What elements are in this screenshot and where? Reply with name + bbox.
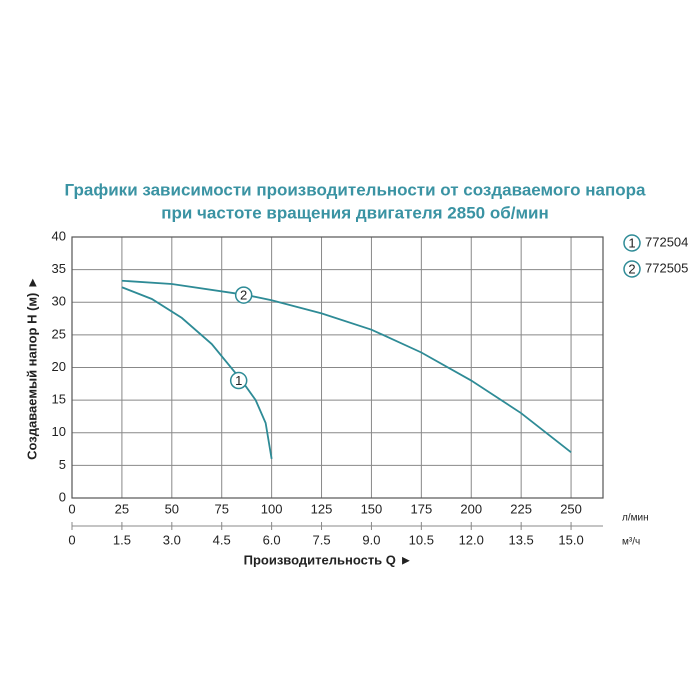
y-tick-label: 20 — [52, 359, 66, 374]
y-tick-label: 30 — [52, 294, 66, 309]
x-axis-label: Производительность Q ► — [244, 552, 413, 567]
x-tick-label: 150 — [361, 501, 383, 516]
x2-tick-label: 12.0 — [459, 532, 484, 547]
x2-tick-label: 4.5 — [213, 532, 231, 547]
x-tick-label: 50 — [165, 501, 179, 516]
y-tick-label: 35 — [52, 261, 66, 276]
x-tick-label: 0 — [68, 501, 75, 516]
x2-tick-label: 1.5 — [113, 532, 131, 547]
x-tick-label: 250 — [560, 501, 582, 516]
x-unit: л/мин — [622, 513, 649, 524]
x2-tick-label: 6.0 — [263, 532, 281, 547]
y-tick-label: 10 — [52, 424, 66, 439]
curve — [121, 279, 572, 454]
x2-tick-label: 7.5 — [312, 532, 330, 547]
series-badge-label: 1 — [235, 373, 242, 388]
y-tick-label: 5 — [59, 457, 66, 472]
legend-label: 772504 — [645, 234, 688, 249]
x2-tick-label: 10.5 — [409, 532, 434, 547]
y-axis-label: Создаваемый напор H (м) ► — [24, 276, 39, 460]
y-tick-label: 15 — [52, 392, 66, 407]
y-tick-label: 25 — [52, 326, 66, 341]
legend-label: 772505 — [645, 260, 688, 275]
x-tick-label: 25 — [115, 501, 129, 516]
series-badge-label: 2 — [240, 288, 247, 303]
series-badge — [623, 260, 641, 278]
y-tick-label: 0 — [59, 489, 66, 504]
x2-tick-label: 3.0 — [163, 532, 181, 547]
x-tick-label: 125 — [311, 501, 333, 516]
x2-tick-label: 15.0 — [558, 532, 583, 547]
x2-tick-label: 9.0 — [362, 532, 380, 547]
x-tick-label: 75 — [214, 501, 228, 516]
x2-tick-label: 13.5 — [508, 532, 533, 547]
x2-unit: м³/ч — [622, 537, 640, 548]
x2-tick-label: 0 — [68, 532, 75, 547]
x-tick-label: 225 — [510, 501, 532, 516]
series-badge — [229, 371, 248, 390]
x-tick-label: 175 — [410, 501, 432, 516]
chart-title: Графики зависимости производительности о… — [65, 180, 646, 199]
series-badge-label: 1 — [628, 235, 635, 250]
series-badge — [623, 234, 641, 252]
curve — [121, 286, 273, 459]
x-tick-label: 200 — [460, 501, 482, 516]
y-tick-label: 40 — [52, 228, 66, 243]
series-badge-label: 2 — [628, 261, 635, 276]
plot-border — [71, 236, 604, 499]
series-badge — [234, 286, 253, 304]
chart-title: при частоте вращения двигателя 2850 об/м… — [161, 203, 549, 222]
x-tick-label: 100 — [261, 501, 283, 516]
